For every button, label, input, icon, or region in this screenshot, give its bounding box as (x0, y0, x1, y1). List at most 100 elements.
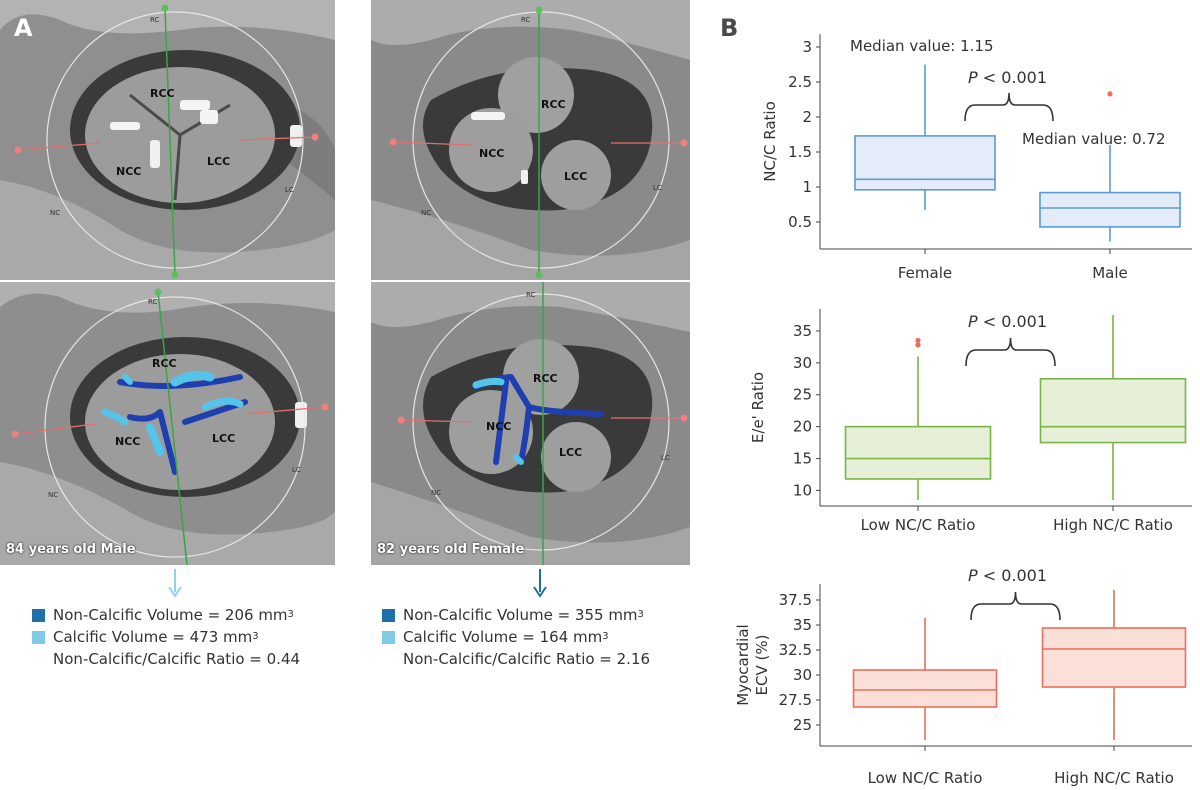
lc-marker: LC (653, 184, 662, 192)
p-value-label: P < 0.001 (968, 566, 1047, 585)
male-calcific-row: Calcific Volume = 473 mm 3 (32, 626, 300, 648)
female-caption: 82 years old Female (377, 542, 525, 557)
iqr-box (854, 135, 996, 191)
y-tick-label: 2 (802, 108, 812, 126)
ct-image-female-top: RCC NCC LCC RC NC LC (371, 0, 690, 280)
lcc-label: LCC (559, 446, 582, 459)
y-tick-label: 37.5 (779, 591, 812, 609)
calcific-swatch (32, 630, 45, 644)
p-threshold: < 0.001 (978, 68, 1047, 87)
calcific-swatch (382, 630, 395, 644)
lcc-label: LCC (207, 155, 230, 168)
y-axis-label-line: ECV (%) (753, 635, 771, 696)
female-calcific-row: Calcific Volume = 164 mm 3 (382, 626, 650, 648)
p-symbol: P (968, 68, 978, 87)
male-arrow-icon (168, 569, 182, 598)
p-threshold: < 0.001 (978, 312, 1047, 331)
y-tick-label: 3 (802, 38, 812, 56)
p-value-label: P < 0.001 (968, 312, 1047, 331)
female-calcific-label: Calcific Volume = 164 mm (403, 628, 603, 646)
ct-image-male-top: RCC NCC LCC RC NC LC (0, 0, 335, 280)
significance-brace (970, 591, 1061, 621)
p-symbol: P (968, 566, 978, 585)
male-noncalcific-row: Non-Calcific Volume = 206 mm 3 (32, 604, 300, 626)
lcc-label: LCC (212, 432, 235, 445)
iqr-box (1039, 191, 1181, 228)
y-tick-label: 1.5 (788, 143, 812, 161)
rcc-label: RCC (152, 357, 177, 370)
noncalcific-swatch (382, 608, 395, 622)
nc-marker: NC (431, 489, 441, 497)
y-axis-label: MyocardialECV (%) (734, 624, 771, 705)
ncc-label: NCC (486, 420, 511, 433)
y-tick-label: 25 (793, 386, 812, 404)
y-axis-label-line: Myocardial (734, 624, 752, 705)
median-annotation: Median value: 1.15 (850, 37, 994, 55)
rc-marker: RC (148, 298, 158, 306)
iqr-box (852, 669, 998, 708)
y-tick-label: 27.5 (779, 691, 812, 709)
lc-marker: LC (661, 454, 670, 462)
rc-marker: RC (521, 16, 531, 24)
y-tick-label: 20 (793, 418, 812, 436)
male-legend: Non-Calcific Volume = 206 mm 3 Calcific V… (32, 604, 300, 670)
rc-marker: RC (150, 16, 160, 24)
x-tick-label: Low NC/C Ratio (861, 516, 976, 534)
nc-marker: NC (50, 209, 60, 217)
p-value-label: P < 0.001 (968, 68, 1047, 87)
y-tick-label: 1 (802, 178, 812, 196)
p-symbol: P (968, 312, 978, 331)
female-noncalcific-row: Non-Calcific Volume = 355 mm 3 (382, 604, 650, 626)
x-tick-label: Male (1092, 264, 1128, 282)
lcc-label: LCC (564, 170, 587, 183)
significance-brace (964, 92, 1054, 122)
y-tick-label: 2.5 (788, 73, 812, 91)
x-tick-label: Female (898, 264, 952, 282)
y-tick-label: 25 (793, 716, 812, 734)
p-threshold: < 0.001 (978, 566, 1047, 585)
iqr-box (844, 425, 992, 480)
nc-marker: NC (421, 209, 431, 217)
ct-image-female-bottom: RCC NCC LCC RC NC LC 82 years old Female (371, 282, 690, 565)
outlier-point (1107, 91, 1113, 97)
ncc-label: NCC (479, 147, 504, 160)
iqr-box (1041, 627, 1187, 688)
x-tick-label: Low NC/C Ratio (868, 769, 983, 787)
panel-b-letter: B (720, 14, 739, 42)
female-arrow-icon (533, 569, 547, 598)
x-tick-label: High NC/C Ratio (1054, 769, 1174, 787)
lc-marker: LC (285, 186, 294, 194)
y-tick-label: 0.5 (788, 213, 812, 231)
ct-image-male-bottom: RCC NCC LCC RC NC LC 84 years old Male (0, 282, 335, 565)
panel-a-letter: A (14, 14, 33, 42)
male-calcific-label: Calcific Volume = 473 mm (53, 628, 253, 646)
rc-marker: RC (526, 291, 536, 299)
ncc-label: NCC (116, 165, 141, 178)
y-tick-label: 30 (793, 354, 812, 372)
male-ratio-label: Non-Calcific/Calcific Ratio = 0.44 (53, 650, 301, 668)
y-axis-label: NC/C Ratio (761, 101, 779, 182)
rcc-label: RCC (541, 98, 566, 111)
lc-marker: LC (292, 466, 301, 474)
rcc-label: RCC (150, 87, 175, 100)
female-noncalcific-label: Non-Calcific Volume = 355 mm (403, 606, 638, 624)
female-legend: Non-Calcific Volume = 355 mm 3 Calcific V… (382, 604, 650, 670)
iqr-box (1039, 377, 1187, 444)
y-tick-label: 32.5 (779, 641, 812, 659)
female-ratio-label: Non-Calcific/Calcific Ratio = 2.16 (403, 650, 651, 668)
significance-brace (965, 337, 1056, 367)
noncalcific-swatch (32, 608, 45, 622)
nc-marker: NC (48, 491, 58, 499)
y-tick-label: 10 (793, 481, 812, 499)
y-tick-label: 35 (793, 616, 812, 634)
y-tick-label: 15 (793, 450, 812, 468)
x-tick-label: High NC/C Ratio (1053, 516, 1173, 534)
rcc-label: RCC (533, 372, 558, 385)
male-caption: 84 years old Male (6, 542, 136, 557)
outlier-point (915, 337, 921, 344)
y-axis-label: E/e' Ratio (749, 372, 767, 443)
ncc-label: NCC (115, 435, 140, 448)
y-tick-label: 35 (793, 322, 812, 340)
y-tick-label: 30 (793, 666, 812, 684)
